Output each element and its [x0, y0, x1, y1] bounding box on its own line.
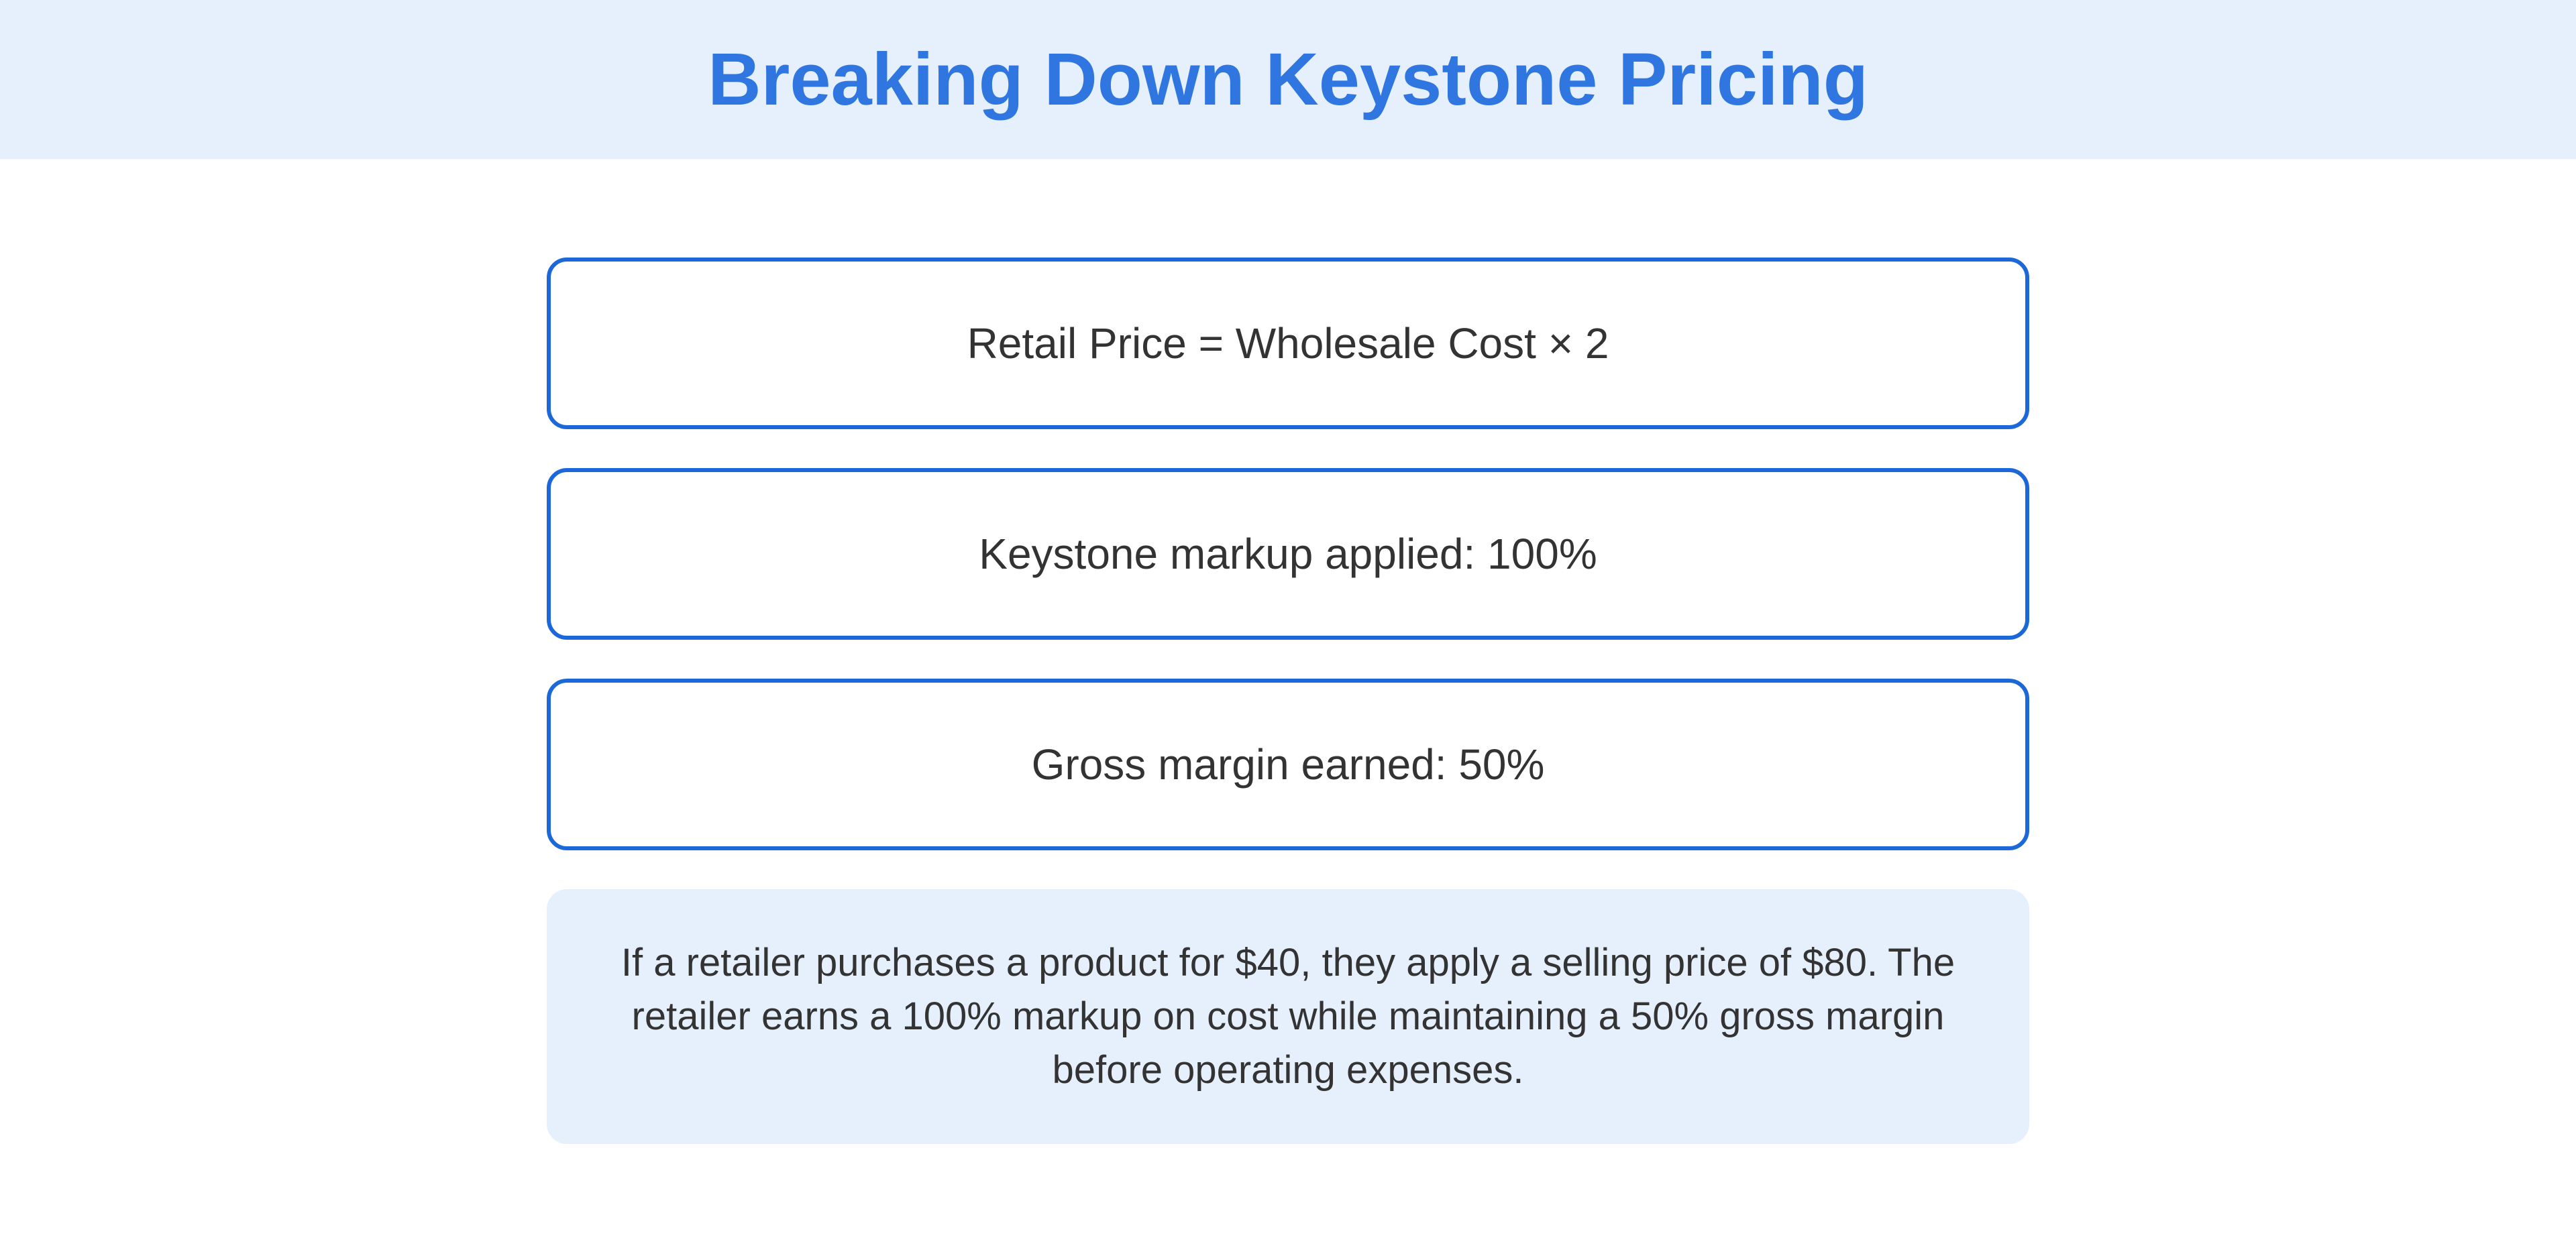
margin-box: Gross margin earned: 50%	[547, 679, 2029, 850]
formula-box: Retail Price = Wholesale Cost × 2	[547, 258, 2029, 429]
page-title: Breaking Down Keystone Pricing	[708, 38, 1868, 121]
formula-text: Retail Price = Wholesale Cost × 2	[967, 319, 1609, 367]
markup-text: Keystone markup applied: 100%	[979, 530, 1597, 578]
header-banner: Breaking Down Keystone Pricing	[0, 0, 2576, 159]
example-box: If a retailer purchases a product for $4…	[547, 889, 2029, 1144]
content-area: Retail Price = Wholesale Cost × 2 Keysto…	[547, 258, 2029, 1144]
margin-text: Gross margin earned: 50%	[1031, 740, 1545, 789]
markup-box: Keystone markup applied: 100%	[547, 468, 2029, 640]
example-text: If a retailer purchases a product for $4…	[621, 941, 1955, 1092]
